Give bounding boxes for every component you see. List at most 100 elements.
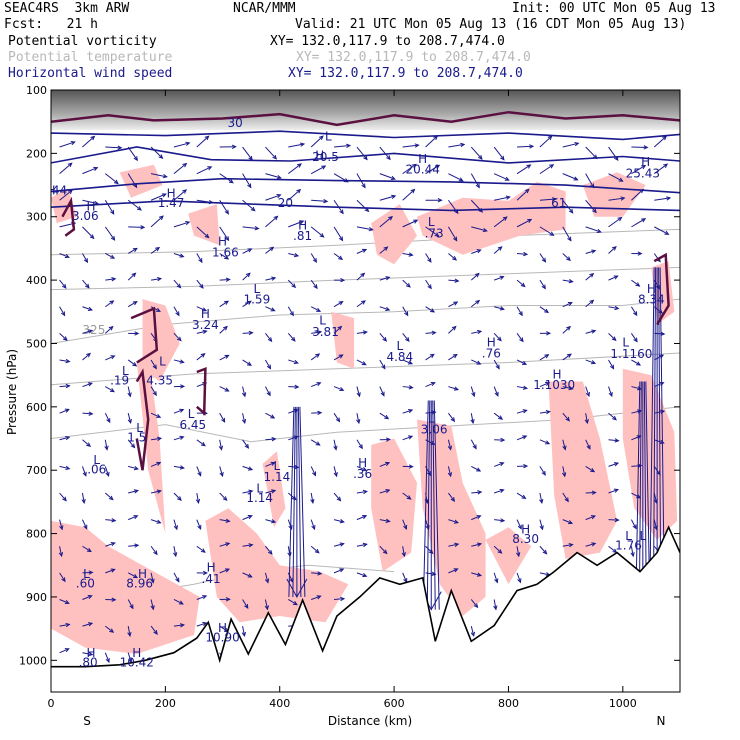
wind-vector-head — [218, 445, 224, 451]
wind-vector-shaft — [310, 135, 324, 148]
wind-vector — [196, 329, 208, 335]
wind-vector-head — [132, 183, 138, 189]
wind-vector — [402, 435, 414, 441]
wind-vector-shaft — [59, 141, 75, 148]
wind-vector-shaft — [493, 276, 504, 281]
wind-vector-shaft — [356, 300, 366, 308]
wind-vector-head — [383, 246, 389, 251]
y-axis-title: Pressure (hPa) — [5, 349, 19, 435]
wind-vector-head — [549, 231, 555, 236]
wind-vector-head — [452, 256, 458, 261]
wind-vector-head — [633, 311, 638, 317]
wind-vector-shaft — [128, 490, 139, 494]
wind-vector-head — [477, 490, 483, 495]
wind-vector-shaft — [105, 386, 115, 393]
wind-vector-head — [127, 392, 132, 398]
wind-vector — [493, 146, 505, 161]
wind-vector-head — [362, 542, 368, 548]
wind-vector — [516, 188, 530, 201]
wind-vector-head — [270, 461, 276, 466]
wind-vector — [402, 572, 408, 584]
wind-vector — [104, 439, 109, 451]
hl-marker: L — [256, 481, 263, 495]
wind-vector-shaft — [59, 359, 70, 363]
wind-vector — [310, 353, 321, 361]
wind-vector — [402, 279, 411, 288]
wind-vector-head — [202, 570, 208, 576]
pv-contour-4 — [195, 366, 207, 416]
wind-vector-head — [546, 331, 552, 336]
wind-vector-head — [434, 232, 440, 237]
wind-vector-head — [662, 135, 668, 141]
wind-vector — [196, 519, 202, 530]
wind-vector — [196, 570, 208, 576]
wind-vector-head — [110, 235, 116, 241]
wind-vector — [493, 572, 499, 584]
wind-vector-shaft — [654, 197, 671, 201]
wind-vector-shaft — [219, 625, 229, 633]
wind-vector-head — [611, 336, 617, 342]
wind-vector-head — [567, 301, 573, 306]
wind-vector-shaft — [242, 300, 252, 308]
wind-vector — [379, 489, 391, 494]
wind-vector-head — [248, 489, 254, 494]
wind-vector — [287, 188, 302, 201]
wind-vector-head — [202, 621, 208, 627]
wind-vector-head — [291, 495, 297, 501]
wind-vector-shaft — [288, 409, 298, 414]
wind-vector-shaft — [219, 568, 230, 574]
wind-vector — [173, 279, 182, 289]
wind-vector — [402, 163, 417, 175]
pv-contour-5 — [653, 252, 670, 326]
wind-vector-head — [88, 570, 94, 575]
hl-value: 8.30 — [512, 532, 539, 546]
wind-vector — [356, 465, 368, 472]
wind-vector-head — [358, 444, 363, 450]
wind-vector — [59, 306, 66, 317]
wind-vector-shaft — [402, 163, 417, 175]
wind-vector — [219, 199, 229, 215]
wind-vector-head — [248, 543, 254, 548]
wind-vector-shaft — [150, 437, 162, 441]
wind-vector-head — [545, 440, 551, 445]
wind-vector-head — [247, 515, 253, 520]
hl-marker: H — [167, 187, 176, 201]
wind-vector — [311, 571, 323, 576]
wind-vector-shaft — [59, 623, 70, 627]
wind-vector-shaft — [585, 359, 596, 364]
wind-vector — [425, 382, 436, 388]
wind-vector — [402, 492, 412, 500]
wind-vector-head — [363, 155, 368, 161]
theta-contour-2 — [51, 266, 680, 291]
wind-vector-head — [410, 188, 416, 194]
wind-vector — [356, 489, 368, 495]
wind-vector — [105, 173, 119, 185]
header-org: NCAR/MMM — [233, 1, 296, 16]
wind-vector-shaft — [471, 491, 482, 494]
wind-vector-head — [591, 542, 597, 547]
wind-vector-head — [568, 520, 574, 525]
wind-vector-shaft — [425, 332, 436, 334]
wind-vector-shaft — [219, 226, 229, 241]
wind-vector-shaft — [219, 300, 229, 308]
wind-vector — [585, 542, 597, 547]
wind-vector-head — [294, 384, 300, 390]
wind-vector-head — [541, 257, 547, 263]
wind-vector-head — [90, 135, 96, 141]
wind-vector-shaft — [448, 173, 463, 182]
wind-vector-head — [589, 272, 595, 278]
wind-vector-shaft — [539, 198, 556, 201]
wind-vector-shaft — [516, 189, 530, 201]
wind-vector-shaft — [219, 386, 229, 392]
wind-vector-shaft — [356, 199, 369, 212]
hl-marker: H — [46, 184, 55, 198]
wind-vector-shaft — [219, 439, 223, 450]
wind-vector-head — [613, 462, 620, 467]
hl-marker: L — [254, 282, 261, 296]
wind-vector-head — [494, 578, 499, 584]
wind-vector-shaft — [630, 333, 638, 342]
wind-vector — [219, 466, 224, 478]
wind-vector-shaft — [448, 143, 465, 148]
wind-vector — [288, 163, 302, 175]
header-valid: Valid: 21 UTC Mon 05 Aug 13 (16 CDT Mon … — [295, 17, 687, 32]
